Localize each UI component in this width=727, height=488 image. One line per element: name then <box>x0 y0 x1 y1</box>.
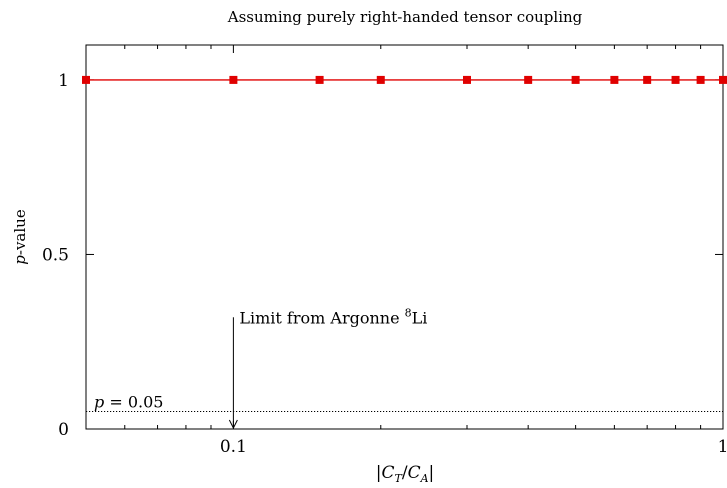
reference-line-group: p = 0.05 <box>86 393 723 413</box>
y-axis-label: p-value <box>11 209 29 265</box>
data-point <box>719 75 727 84</box>
x-axis-label: |CT/CA| <box>376 463 435 485</box>
chart-title: Assuming purely right-handed tensor coup… <box>227 8 583 26</box>
annotation-label: Limit from Argonne 8Li <box>239 306 427 327</box>
annotation-group: Limit from Argonne 8Li <box>228 306 427 430</box>
annotation-arrowhead <box>228 419 238 430</box>
data-point <box>696 75 705 84</box>
x-axis: 0.1 1 <box>124 45 727 457</box>
y-tick-label: 0 <box>58 420 69 440</box>
data-point <box>229 75 238 84</box>
data-point <box>571 75 580 84</box>
data-point <box>82 75 90 84</box>
x-tick-label: 0.1 <box>220 437 247 457</box>
x-tick-label: 1 <box>718 437 727 457</box>
reference-line-label: p = 0.05 <box>94 393 163 412</box>
series-group <box>82 75 727 84</box>
data-point <box>643 75 652 84</box>
y-tick-label: 1 <box>58 71 69 91</box>
data-point <box>610 75 619 84</box>
y-axis: 00.51 <box>42 71 723 440</box>
data-point <box>671 75 680 84</box>
y-tick-label: 0.5 <box>42 245 69 265</box>
data-point <box>376 75 385 84</box>
plot-frame <box>85 44 724 430</box>
data-point <box>524 75 533 84</box>
data-point <box>462 75 471 84</box>
data-point <box>315 75 324 84</box>
